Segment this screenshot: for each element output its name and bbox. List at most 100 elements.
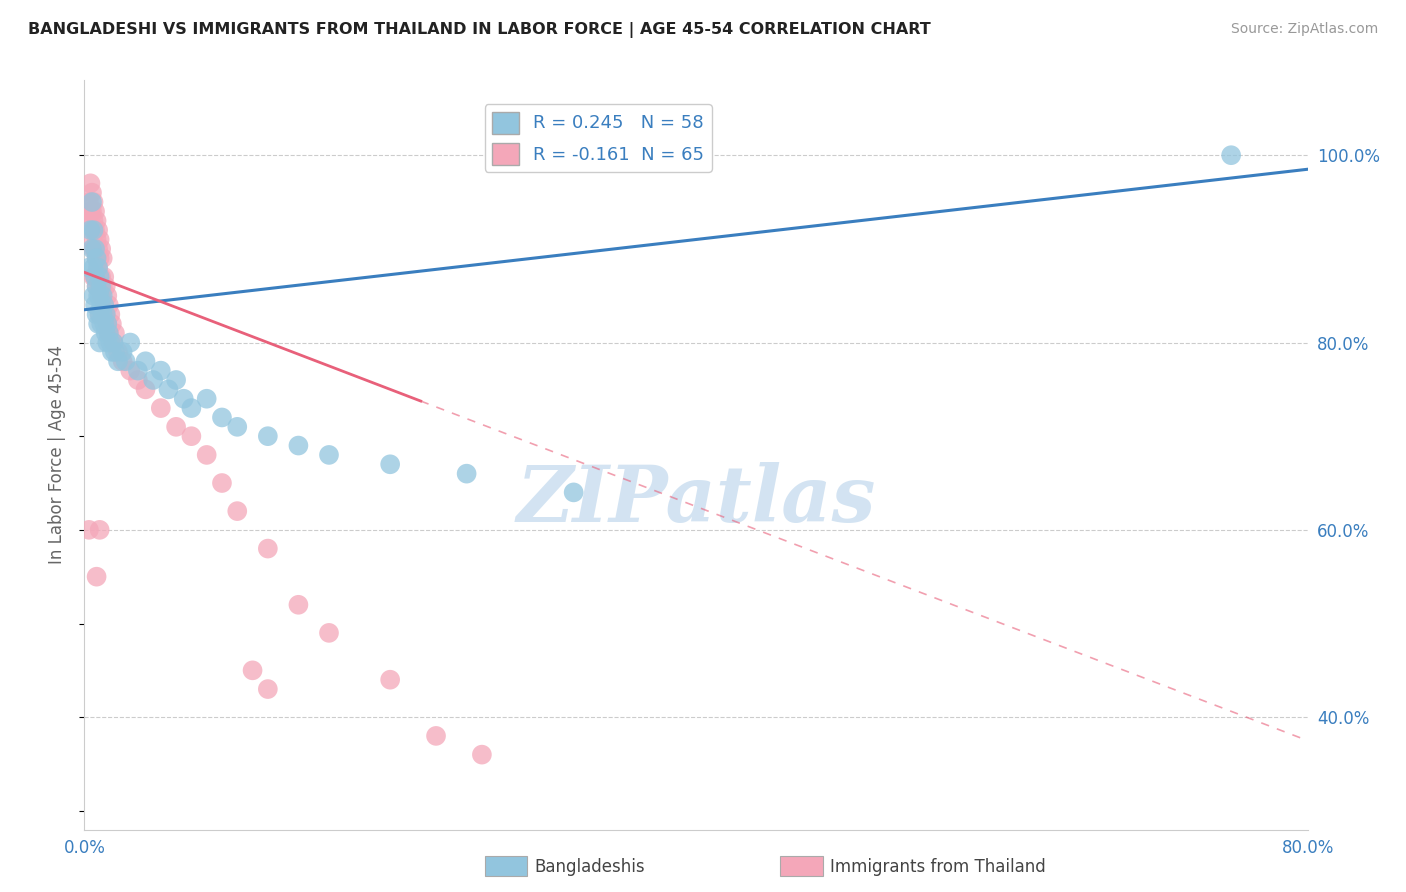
Point — [1220, 148, 1243, 162]
Point — [91, 307, 114, 322]
Point — [87, 289, 110, 303]
Point — [79, 177, 101, 191]
Point — [111, 344, 134, 359]
Point — [211, 476, 233, 491]
Point — [80, 204, 103, 219]
Point — [195, 448, 218, 462]
Point — [87, 260, 110, 275]
Legend: R = 0.245   N = 58, R = -0.161  N = 65: R = 0.245 N = 58, R = -0.161 N = 65 — [485, 104, 711, 172]
Text: Bangladeshis: Bangladeshis — [534, 858, 645, 876]
Point — [120, 335, 142, 350]
Point — [226, 420, 249, 434]
Point — [84, 223, 107, 237]
Point — [83, 213, 105, 227]
Point — [471, 747, 494, 762]
Point — [165, 373, 187, 387]
Point — [287, 598, 309, 612]
Point — [103, 335, 125, 350]
Point — [98, 307, 121, 322]
Point — [425, 729, 447, 743]
Point — [76, 213, 98, 227]
Point — [86, 252, 108, 266]
Text: Immigrants from Thailand: Immigrants from Thailand — [830, 858, 1045, 876]
Point — [87, 260, 110, 275]
Point — [93, 298, 115, 312]
Point — [101, 317, 124, 331]
Point — [84, 242, 107, 256]
Text: Source: ZipAtlas.com: Source: ZipAtlas.com — [1230, 22, 1378, 37]
Point — [98, 335, 121, 350]
Point — [87, 223, 110, 237]
Point — [96, 335, 118, 350]
Point — [90, 242, 112, 256]
Point — [257, 429, 280, 443]
Point — [80, 195, 103, 210]
Point — [79, 223, 101, 237]
Point — [89, 335, 111, 350]
Point — [135, 383, 157, 397]
Point — [257, 682, 280, 697]
Point — [87, 317, 110, 331]
Point — [77, 260, 100, 275]
Point — [86, 213, 108, 227]
Point — [96, 317, 118, 331]
Point — [93, 317, 115, 331]
Point — [103, 335, 125, 350]
Point — [94, 326, 117, 340]
Point — [127, 373, 149, 387]
Point — [114, 354, 136, 368]
Point — [380, 673, 402, 687]
Point — [84, 242, 107, 256]
Point — [90, 289, 112, 303]
Point — [104, 326, 127, 340]
Point — [90, 298, 112, 312]
Point — [157, 383, 180, 397]
Point — [91, 289, 114, 303]
Point — [149, 364, 172, 378]
Point — [84, 204, 107, 219]
Point — [318, 626, 340, 640]
Point — [318, 448, 340, 462]
Point — [86, 570, 108, 584]
Point — [91, 279, 114, 293]
Point — [86, 307, 108, 322]
Point — [84, 269, 107, 284]
Point — [86, 232, 108, 246]
Point — [80, 232, 103, 246]
Point — [83, 195, 105, 210]
Point — [77, 195, 100, 210]
Point — [79, 204, 101, 219]
Point — [173, 392, 195, 406]
Point — [96, 289, 118, 303]
Point — [107, 354, 129, 368]
Point — [87, 242, 110, 256]
Point — [80, 242, 103, 256]
Point — [91, 252, 114, 266]
Point — [257, 541, 280, 556]
Point — [84, 269, 107, 284]
Point — [89, 232, 111, 246]
Point — [97, 298, 120, 312]
Point — [211, 410, 233, 425]
Point — [226, 504, 249, 518]
Point — [120, 364, 142, 378]
Point — [89, 307, 111, 322]
Point — [97, 326, 120, 340]
Point — [135, 354, 157, 368]
Point — [111, 354, 134, 368]
Point — [86, 279, 108, 293]
Point — [101, 344, 124, 359]
Point — [84, 298, 107, 312]
Point — [83, 223, 105, 237]
Point — [83, 260, 105, 275]
Text: ZIPatlas: ZIPatlas — [516, 462, 876, 538]
Point — [80, 186, 103, 200]
Point — [142, 373, 165, 387]
Point — [89, 523, 111, 537]
Y-axis label: In Labor Force | Age 45-54: In Labor Force | Age 45-54 — [48, 345, 66, 565]
Point — [89, 289, 111, 303]
Point — [94, 279, 117, 293]
Point — [89, 279, 111, 293]
Point — [107, 344, 129, 359]
Point — [77, 523, 100, 537]
